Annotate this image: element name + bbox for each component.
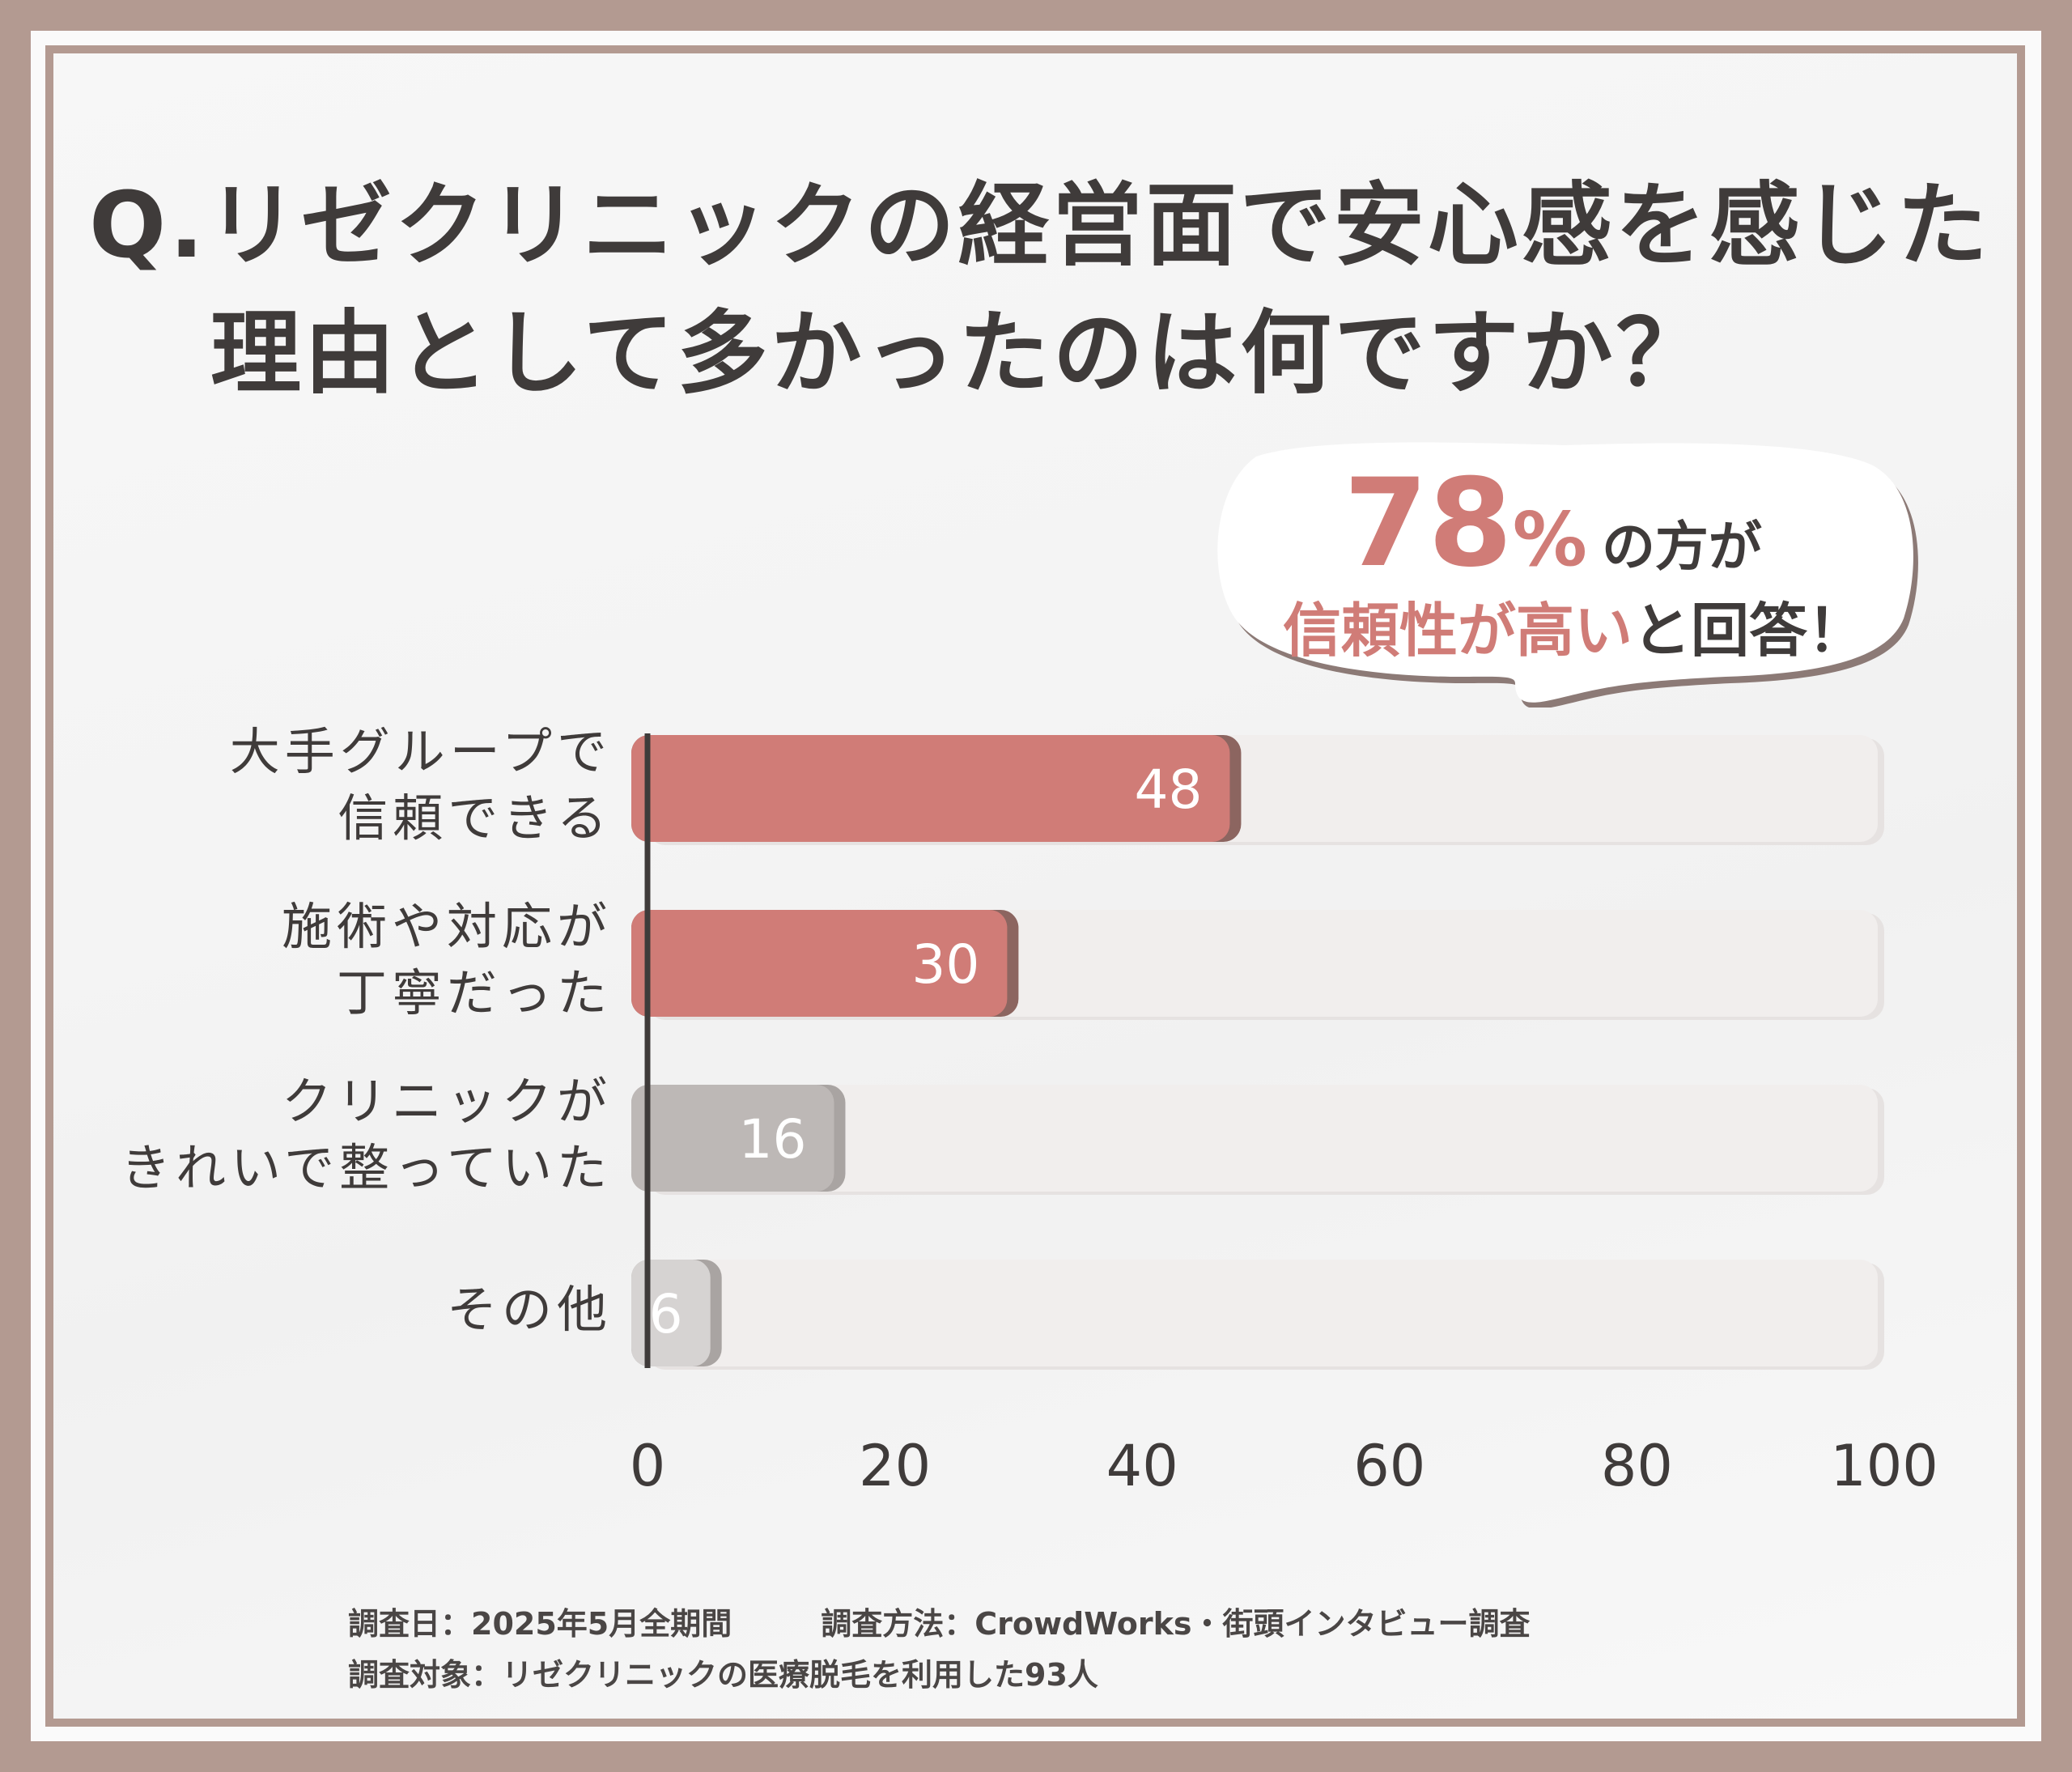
bar [631, 1260, 711, 1366]
callout-headline: 78% の方が [1344, 453, 1910, 594]
bar [631, 735, 1230, 842]
category-label: 施術や対応が 丁寧だった [281, 897, 612, 1022]
callout-subline: 信頼性が高いと回答！ [1283, 583, 1930, 668]
callout-number: 78 [1344, 453, 1513, 594]
x-tick-label: 60 [1353, 1433, 1425, 1499]
callout-suffix: の方が [1601, 516, 1762, 578]
x-tick-label: 40 [1106, 1433, 1178, 1499]
bar-value-label: 48 [1134, 759, 1202, 821]
x-tick-label: 100 [1830, 1433, 1938, 1499]
inner-frame [45, 45, 2025, 1727]
x-tick-label: 80 [1601, 1433, 1673, 1499]
bar-value-label: 30 [911, 933, 979, 996]
bar [631, 1085, 834, 1192]
category-label: クリニックが きれいで整っていた [120, 1072, 612, 1197]
bar-value-label: 16 [738, 1108, 806, 1171]
callout-accent: 信頼性が高い [1283, 597, 1633, 665]
bar-track [648, 1085, 1878, 1192]
footnote-method: 調査方法：CrowdWorks・街頭インタビュー調査 [821, 1606, 1531, 1642]
bar-value-label: 6 [649, 1283, 683, 1345]
bar [631, 910, 1008, 1017]
category-label: 大手グループで 信頼できる [229, 722, 612, 848]
footnote-row-2: 調査対象：リゼクリニックの医療脱毛を利用した93人 [348, 1650, 1098, 1694]
callout-percent: % [1512, 496, 1587, 583]
title-line-1: Q.リゼクリニックの経営面で安心感を感じた [89, 173, 1991, 278]
footnote-row-1: 調査日：2025年5月全期間 調査方法：CrowdWorks・街頭インタビュー調査 [348, 1599, 1531, 1643]
footnote-target: 調査対象：リゼクリニックの医療脱毛を利用した93人 [348, 1657, 1098, 1693]
title-line-2: 理由として多かったのは何ですか？ [210, 301, 1710, 406]
callout-rest: と回答！ [1633, 597, 1866, 665]
speech-bubble [1217, 442, 1918, 708]
footnote-date: 調査日：2025年5月全期間 [348, 1606, 732, 1642]
category-label: その他 [446, 1280, 612, 1339]
x-tick-label: 20 [859, 1433, 931, 1499]
x-tick-label: 0 [630, 1433, 666, 1499]
bar-track [648, 1260, 1878, 1366]
page-title: Q.リゼクリニックの経営面で安心感を感じた 理由として多かったのは何ですか？ [89, 162, 1991, 418]
